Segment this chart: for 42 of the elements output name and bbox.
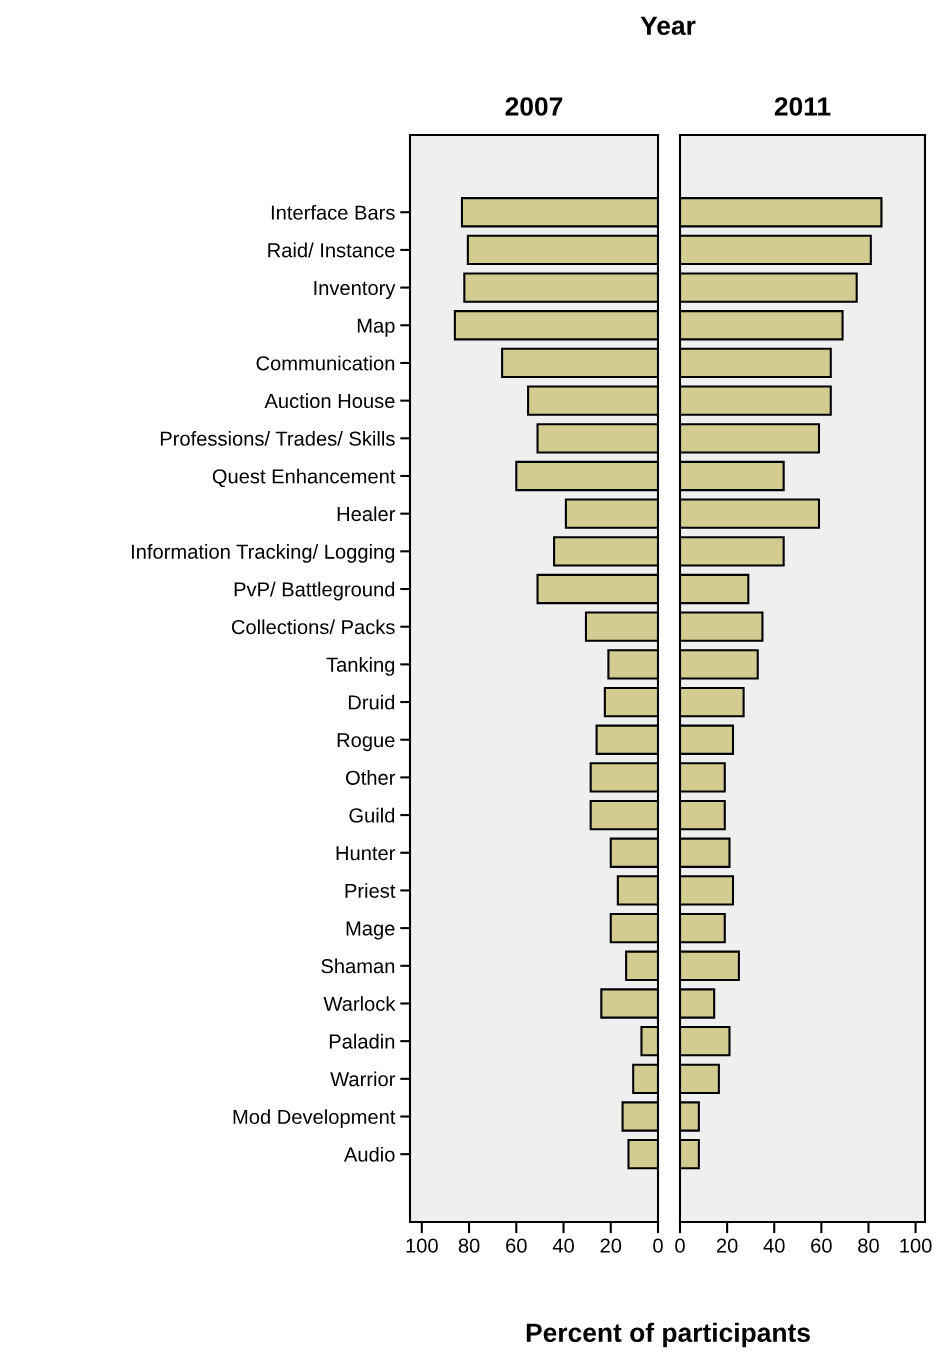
- y-tick-label: Warlock: [323, 996, 396, 1011]
- y-tick-label: Guild: [349, 807, 395, 823]
- y-tick-label: Map: [357, 318, 395, 337]
- y-tick-label: PvP/ Battleground: [234, 581, 395, 601]
- x-tick-label: 100: [406, 1238, 438, 1253]
- x-tick-label: 0: [653, 1238, 663, 1253]
- y-tick-label: Interface Bars: [271, 204, 395, 220]
- y-tick-label: Information Tracking/ Logging: [131, 544, 395, 563]
- x-tick-label: 60: [506, 1238, 527, 1253]
- y-tick-label: Collections/ Packs: [231, 619, 395, 635]
- y-tick-label: Professions/ Trades/ Skills: [160, 431, 395, 446]
- x-tick-label: 40: [763, 1238, 785, 1253]
- y-tick-label: Auction House: [264, 393, 395, 409]
- y-tick-label: Tanking: [326, 657, 395, 676]
- y-tick-label: Druid: [348, 694, 395, 710]
- text: Year: [640, 16, 696, 36]
- x-tick-label: 20: [716, 1238, 738, 1253]
- y-tick-label: Healer: [337, 506, 396, 522]
- x-tick-label: 0: [675, 1238, 685, 1253]
- y-tick-label: Paladin: [329, 1033, 395, 1049]
- x-tick-label: 80: [458, 1238, 480, 1253]
- y-tick-label: Hunter: [336, 846, 396, 861]
- x-tick-label: 100: [900, 1238, 932, 1253]
- y-tick-label: Quest Enhancement: [212, 468, 396, 488]
- x-tick-label: 60: [811, 1238, 832, 1253]
- y-tick-label: Mod Development: [233, 1109, 396, 1128]
- y-tick-label: Other: [346, 770, 396, 785]
- y-tick-label: Raid/ Instance: [268, 242, 395, 258]
- x-tick-label: 80: [858, 1238, 879, 1253]
- x-axis-title: Percent of participants: [526, 1322, 810, 1348]
- y-tick-label: Inventory: [314, 281, 396, 300]
- chart-title: 2011: [774, 97, 831, 116]
- y-tick-label: Rogue: [337, 733, 395, 752]
- y-tick-label: Warrior: [330, 1071, 396, 1087]
- chart-title: 2007: [505, 97, 563, 116]
- y-tick-label: Shaman: [321, 958, 395, 974]
- x-tick-label: 40: [552, 1238, 574, 1253]
- y-tick-label: Mage: [346, 921, 395, 940]
- x-tick-label: 20: [600, 1238, 622, 1253]
- y-tick-label: Priest: [345, 883, 396, 898]
- y-tick-label: Audio: [343, 1146, 395, 1162]
- y-tick-label: Communication: [256, 355, 395, 371]
